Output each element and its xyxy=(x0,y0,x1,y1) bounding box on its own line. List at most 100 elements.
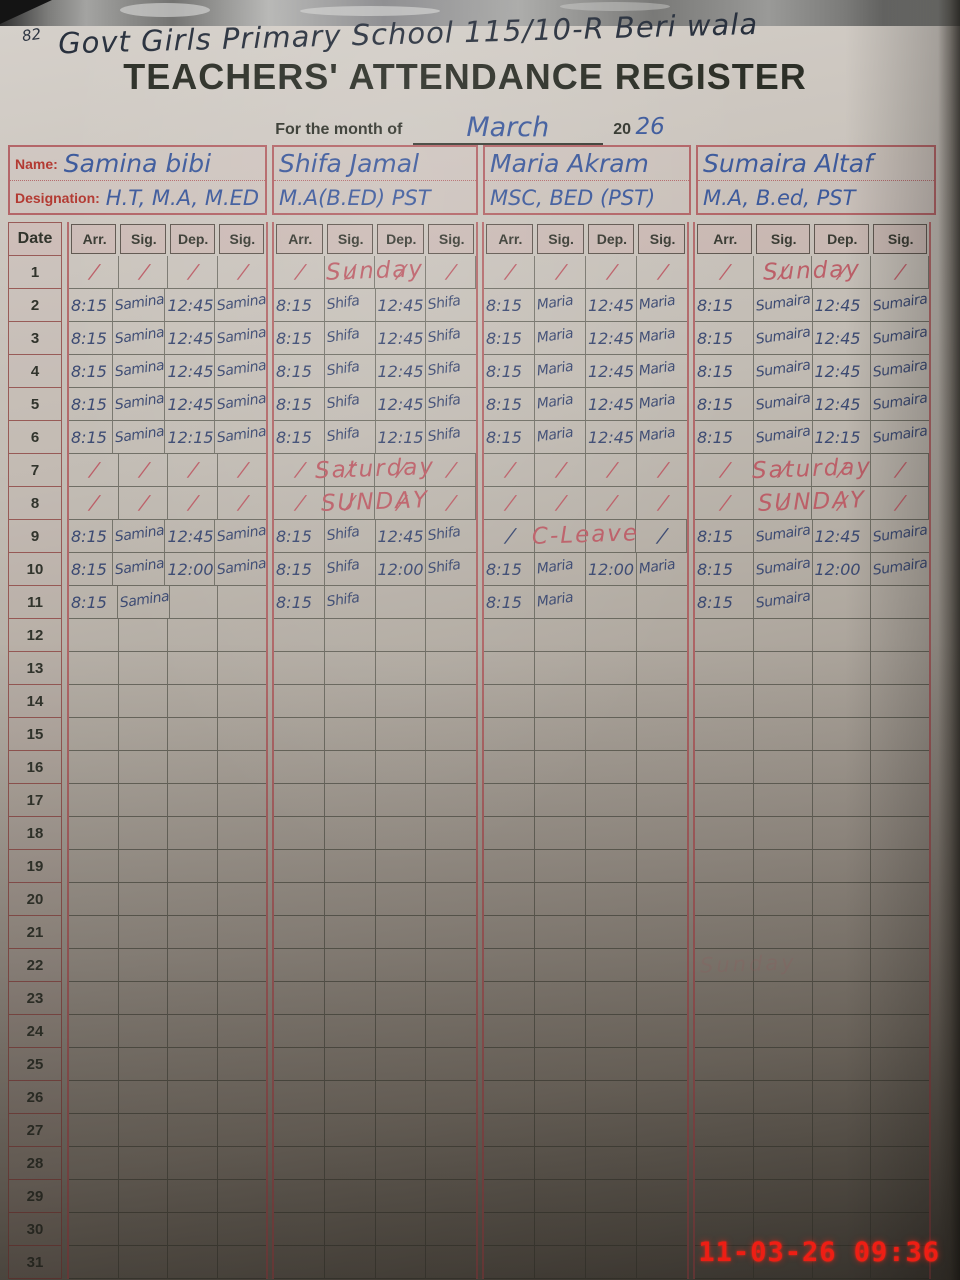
time-cell: 12:45 xyxy=(165,355,215,388)
attendance-cell xyxy=(118,850,168,883)
attendance-cell xyxy=(812,751,872,784)
time-cell: 12:45 xyxy=(586,355,637,388)
teacher-column-group xyxy=(482,619,689,652)
signature-cell: Sumaira xyxy=(871,289,929,322)
time-cell: 12:15 xyxy=(165,421,215,454)
teacher-column-group xyxy=(482,652,689,685)
name-label: Name: xyxy=(15,155,58,172)
attendance-cell xyxy=(69,718,119,751)
holiday-slash-mark: / xyxy=(535,454,586,487)
teacher-column-group: 8:15 Shifa 12:00 Shifa xyxy=(272,553,478,586)
teacher-column-group: 8:15 Shifa 12:45 Shifa xyxy=(272,355,478,388)
teacher-column-group: 8:15 Sumaira 12:00 Sumaira xyxy=(693,553,931,586)
register-row: 10 8:15 Samina 12:00 Samina 8:15 Shifa 12:00 Shi… xyxy=(8,553,931,586)
column-header-sig: Sig. xyxy=(755,224,810,254)
attendance-cell xyxy=(375,1114,427,1147)
date-cell: 9 xyxy=(8,520,62,553)
teacher-name: Samina bibi xyxy=(63,149,212,178)
attendance-cell xyxy=(586,817,637,850)
attendance-cell xyxy=(753,685,813,718)
attendance-cell xyxy=(217,685,266,718)
attendance-cell xyxy=(637,784,687,817)
teacher-column-group: 8:15 Samina 12:00 Samina xyxy=(67,553,268,586)
time-cell: 8:15 xyxy=(274,421,325,454)
register-row: 8// / / / / / / SUNDAY / / / / / / / / SUNDAY xyxy=(8,487,931,520)
register-row: 12 xyxy=(8,619,931,652)
signature-cell: Shifa xyxy=(324,388,376,421)
attendance-cell xyxy=(535,685,586,718)
signature-cell: Samina xyxy=(112,355,166,388)
holiday-slash-mark: / xyxy=(870,454,929,487)
teacher-column-group xyxy=(693,619,931,652)
register-row: 31 xyxy=(8,1246,931,1279)
holiday-slash-mark: / xyxy=(870,256,929,289)
holiday-slash-mark: / xyxy=(168,256,218,289)
teacher-column-group xyxy=(482,1180,689,1213)
teacher-designation: M.A, B.ed, PST xyxy=(703,186,856,210)
date-cell: 28 xyxy=(8,1147,62,1180)
holiday-slash-mark: / xyxy=(168,454,218,487)
holiday-slash-mark: / xyxy=(375,256,426,289)
attendance-cell xyxy=(375,1246,427,1279)
attendance-cell xyxy=(274,685,325,718)
teacher-column-group xyxy=(272,1015,478,1048)
register-row: 30 xyxy=(8,1213,931,1246)
attendance-cell xyxy=(118,751,168,784)
attendance-cell xyxy=(535,1015,586,1048)
teacher-column-group xyxy=(693,1147,931,1180)
holiday-slash-mark: / xyxy=(69,454,119,487)
date-cell: 6 xyxy=(8,421,62,454)
time-cell: 8:15 xyxy=(274,322,325,355)
signature-cell: Samina xyxy=(214,520,267,553)
time-cell: 12:45 xyxy=(812,388,872,421)
signature-cell: Sumaira xyxy=(753,289,813,322)
time-cell: 12:15 xyxy=(375,421,427,454)
teacher-column-group xyxy=(693,685,931,718)
attendance-cell xyxy=(118,718,168,751)
attendance-cell xyxy=(375,850,427,883)
date-cell: 30 xyxy=(8,1213,62,1246)
attendance-cell xyxy=(168,949,218,982)
foil-shine xyxy=(120,3,210,17)
time-cell: 12:45 xyxy=(586,322,637,355)
teacher-column-group xyxy=(272,817,478,850)
attendance-cell xyxy=(637,1180,687,1213)
date-cell: 21 xyxy=(8,916,62,949)
column-header-sig: Sig. xyxy=(120,224,166,254)
attendance-cell xyxy=(274,916,325,949)
signature-cell: Maria xyxy=(637,421,687,454)
attendance-cell xyxy=(695,1147,754,1180)
signature-cell: Sumaira xyxy=(871,388,929,421)
attendance-cell xyxy=(426,784,476,817)
attendance-cell xyxy=(812,817,872,850)
teacher-column-group xyxy=(482,1048,689,1081)
time-cell: 12:15 xyxy=(812,421,872,454)
holiday-slash-mark: / xyxy=(118,454,168,487)
teacher-column-group xyxy=(482,1147,689,1180)
attendance-cell xyxy=(871,1246,929,1279)
attendance-cell xyxy=(426,949,476,982)
holiday-slash-mark: / xyxy=(695,487,754,520)
attendance-cell xyxy=(753,784,813,817)
teacher-column-group: 8:15 Sumaira xyxy=(693,586,931,619)
attendance-cell xyxy=(753,817,813,850)
attendance-cell xyxy=(871,982,929,1015)
attendance-cell xyxy=(695,685,754,718)
teacher-column-group xyxy=(67,784,268,817)
signature-cell: Shifa xyxy=(324,520,376,553)
attendance-cell xyxy=(217,652,266,685)
signature-cell: Samina xyxy=(214,289,267,322)
attendance-cell xyxy=(586,685,637,718)
column-header-arr: Arr. xyxy=(276,224,323,254)
attendance-cell xyxy=(586,652,637,685)
signature-cell: Sumaira xyxy=(753,553,813,586)
teacher-column-group: 8:15 Shifa 12:45 Shifa xyxy=(272,388,478,421)
time-cell: 8:15 xyxy=(695,289,754,322)
attendance-cell xyxy=(69,916,119,949)
holiday-slash-mark: / xyxy=(217,256,266,289)
attendance-table: Date Arr. Sig. Dep. Sig. Arr. Sig. Dep. Sig. Arr.… xyxy=(8,222,931,1279)
attendance-cell xyxy=(218,586,266,619)
attendance-cell xyxy=(812,685,872,718)
attendance-cell xyxy=(484,619,535,652)
